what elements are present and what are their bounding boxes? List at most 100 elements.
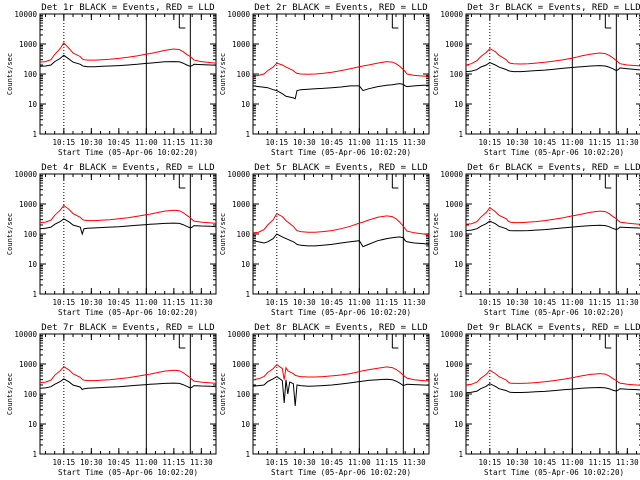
x-tick-label: 11:30	[190, 138, 213, 147]
panel-title: Det 7r BLACK = Events, RED = LLD	[41, 323, 214, 333]
x-tick-label: 10:45	[321, 298, 344, 307]
y-tick-label: 1	[245, 450, 250, 459]
x-tick-label: 11:30	[616, 298, 639, 307]
y-tick-label: 10	[241, 100, 251, 109]
panel-title: Det 6r BLACK = Events, RED = LLD	[467, 163, 640, 173]
panel-det-9: Det 9r BLACK = Events, RED = LLD 1 10 100 10…	[432, 323, 640, 477]
y-axis-label: Counts/sec	[432, 213, 440, 255]
x-tick-label: 10:15	[479, 458, 502, 467]
x-tick-label: 11:15	[163, 298, 186, 307]
y-tick-label: 10000	[14, 10, 37, 19]
x-tick-label: 10:30	[80, 298, 103, 307]
x-tick-label: 10:15	[53, 138, 76, 147]
series-lld-line	[465, 207, 640, 225]
y-tick-label: 1	[32, 290, 37, 299]
x-tick-label: 10:15	[479, 298, 502, 307]
series-lld-line	[465, 369, 640, 386]
x-tick-label: 11:15	[589, 298, 612, 307]
x-tick-label: 10:45	[108, 458, 131, 467]
plot-frame	[39, 173, 217, 295]
x-tick-label: 10:45	[534, 298, 557, 307]
y-axis-label: Counts/sec	[432, 373, 440, 415]
x-tick-label: 11:15	[376, 138, 399, 147]
y-tick-label: 100	[23, 70, 37, 79]
y-tick-label: 1000	[19, 200, 38, 209]
x-axis-label: Start Time (05-Apr-06 10:02:20)	[271, 148, 411, 157]
x-tick-label: 10:15	[53, 298, 76, 307]
y-tick-label: 10	[28, 260, 38, 269]
y-tick-label: 1	[245, 130, 250, 139]
series-events-line	[39, 218, 217, 236]
y-tick-label: 10000	[227, 10, 250, 19]
series-events-line	[39, 54, 217, 68]
x-tick-label: 10:15	[479, 138, 502, 147]
x-tick-label: 10:45	[321, 458, 344, 467]
x-axis-label: Start Time (05-Apr-06 10:02:20)	[58, 148, 198, 157]
x-tick-label: 10:15	[266, 458, 289, 467]
series-events-line	[39, 378, 217, 391]
x-tick-label: 11:30	[616, 458, 639, 467]
panel-title: Det 4r BLACK = Events, RED = LLD	[41, 163, 214, 173]
panel-det-5: Det 5r BLACK = Events, RED = LLD 1 10 100 10…	[219, 163, 430, 317]
x-tick-label: 11:00	[561, 298, 584, 307]
x-tick-label: 10:15	[266, 298, 289, 307]
y-tick-label: 1	[458, 290, 463, 299]
x-tick-label: 10:30	[293, 458, 316, 467]
panel-title: Det 9r BLACK = Events, RED = LLD	[467, 323, 640, 333]
y-tick-label: 1000	[445, 200, 464, 209]
x-axis-label: Start Time (05-Apr-06 10:02:20)	[271, 308, 411, 317]
plot-frame	[465, 13, 640, 135]
series-lld-line	[252, 364, 430, 382]
y-tick-label: 10000	[440, 170, 463, 179]
panel-det-6: Det 6r BLACK = Events, RED = LLD 1 10 100 10…	[432, 163, 640, 317]
y-tick-label: 100	[236, 70, 250, 79]
y-axis-label: Counts/sec	[6, 213, 14, 255]
panel-det-7: Det 7r BLACK = Events, RED = LLD 1 10 100 10…	[6, 323, 217, 477]
x-tick-label: 11:15	[163, 458, 186, 467]
y-tick-label: 10000	[14, 170, 37, 179]
x-tick-label: 11:30	[190, 458, 213, 467]
series-lld-line	[39, 365, 217, 384]
y-tick-label: 1000	[232, 40, 251, 49]
x-tick-label: 10:30	[506, 298, 529, 307]
x-tick-label: 11:30	[403, 458, 426, 467]
y-tick-label: 1	[245, 290, 250, 299]
y-tick-label: 10000	[440, 330, 463, 339]
series-events-line	[252, 375, 430, 406]
y-tick-label: 1	[32, 450, 37, 459]
y-tick-label: 1	[32, 130, 37, 139]
x-tick-label: 11:15	[589, 458, 612, 467]
plot-frame	[252, 13, 430, 135]
series-events-line	[465, 383, 640, 394]
plot-frame	[39, 13, 217, 135]
x-tick-label: 10:30	[80, 138, 103, 147]
y-tick-label: 10000	[14, 330, 37, 339]
y-tick-label: 1000	[445, 360, 464, 369]
x-tick-label: 11:30	[190, 298, 213, 307]
x-tick-label: 11:00	[348, 298, 371, 307]
plot-frame	[252, 173, 430, 295]
y-tick-label: 1	[458, 450, 463, 459]
panel-det-8: Det 8r BLACK = Events, RED = LLD 1 10 100 10…	[219, 323, 430, 477]
x-tick-label: 11:00	[135, 298, 158, 307]
x-tick-label: 11:30	[616, 138, 639, 147]
y-tick-label: 1000	[232, 360, 251, 369]
series-events-line	[465, 220, 640, 232]
x-tick-label: 10:30	[293, 298, 316, 307]
x-tick-label: 11:00	[135, 138, 158, 147]
plot-frame	[465, 173, 640, 295]
x-tick-label: 11:15	[376, 298, 399, 307]
x-axis-label: Start Time (05-Apr-06 10:02:20)	[484, 148, 624, 157]
x-axis-label: Start Time (05-Apr-06 10:02:20)	[484, 468, 624, 477]
plot-frame	[465, 333, 640, 455]
y-tick-label: 1000	[232, 200, 251, 209]
x-tick-label: 11:30	[403, 138, 426, 147]
x-axis-label: Start Time (05-Apr-06 10:02:20)	[58, 308, 198, 317]
x-tick-label: 11:30	[403, 298, 426, 307]
plot-frame	[252, 333, 430, 455]
panel-title: Det 2r BLACK = Events, RED = LLD	[254, 3, 427, 13]
y-axis-label: Counts/sec	[6, 53, 14, 95]
series-lld-line	[39, 204, 217, 224]
x-tick-label: 11:15	[163, 138, 186, 147]
